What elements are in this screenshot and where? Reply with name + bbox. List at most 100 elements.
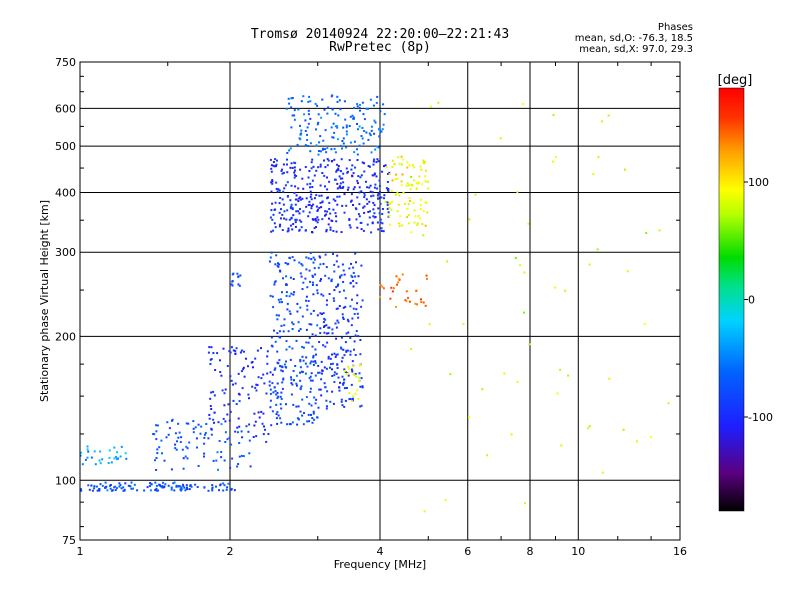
y-tick-label: 500: [55, 140, 76, 153]
data-point: [209, 397, 212, 400]
data-point: [375, 161, 378, 164]
data-point: [229, 466, 232, 469]
data-point: [300, 220, 303, 223]
data-point: [308, 420, 311, 423]
data-point: [601, 471, 604, 474]
data-point: [336, 307, 339, 310]
data-point: [401, 224, 404, 227]
data-point: [363, 118, 366, 121]
data-point: [419, 198, 422, 201]
data-point: [299, 328, 302, 331]
data-point: [339, 182, 342, 185]
data-point: [295, 210, 298, 213]
x-tick-label: 10: [571, 545, 585, 558]
data-point: [375, 101, 378, 104]
data-point: [318, 194, 321, 197]
data-point: [285, 340, 288, 343]
data-point: [275, 393, 278, 396]
data-point: [350, 168, 353, 171]
data-point: [90, 484, 93, 487]
data-point: [262, 412, 265, 415]
data-point: [368, 132, 371, 135]
data-point: [430, 105, 433, 108]
data-point: [234, 353, 237, 355]
data-point: [320, 206, 323, 209]
data-point: [115, 455, 117, 458]
data-point: [383, 165, 385, 168]
y-axis-label: Stationary phase Virtual Height [km]: [38, 200, 51, 402]
data-point: [338, 305, 341, 307]
data-point: [235, 403, 238, 405]
data-point: [339, 275, 341, 278]
data-point: [122, 486, 125, 489]
data-point: [299, 379, 302, 382]
data-point: [136, 489, 139, 492]
data-point: [184, 489, 187, 492]
data-point: [80, 451, 83, 454]
data-point: [427, 187, 430, 190]
data-point: [645, 232, 648, 234]
data-point: [175, 485, 178, 488]
data-point: [329, 400, 332, 403]
data-point: [309, 142, 312, 145]
data-point: [293, 192, 296, 194]
data-point: [372, 163, 375, 166]
data-point: [291, 328, 294, 330]
data-point: [91, 489, 94, 492]
data-point: [381, 285, 384, 288]
data-point: [331, 332, 334, 335]
data-point: [374, 148, 377, 151]
data-point: [351, 360, 354, 363]
data-point: [395, 193, 397, 196]
data-point: [334, 212, 337, 215]
data-point: [286, 171, 289, 174]
chart-subtitle: RwPretec (8p): [329, 40, 431, 55]
data-point: [405, 290, 408, 293]
data-point: [186, 457, 189, 460]
data-point: [222, 347, 225, 350]
data-point: [324, 386, 327, 389]
data-point: [334, 322, 337, 325]
data-point: [341, 140, 344, 142]
data-point: [271, 410, 274, 413]
data-point: [308, 377, 311, 380]
data-point: [356, 294, 359, 297]
data-point: [239, 274, 242, 277]
data-point: [523, 311, 525, 314]
data-point: [295, 382, 298, 385]
data-point: [346, 171, 349, 174]
data-point: [307, 300, 310, 302]
data-point: [88, 488, 91, 491]
data-point: [240, 454, 243, 457]
data-point: [283, 318, 286, 321]
data-point: [279, 395, 282, 398]
data-point: [354, 275, 357, 278]
data-point: [353, 186, 356, 189]
data-point: [357, 398, 360, 400]
data-point: [321, 369, 324, 372]
data-point: [348, 267, 351, 270]
data-point: [328, 208, 331, 210]
data-point: [304, 130, 307, 132]
data-point: [312, 293, 315, 296]
data-point: [514, 257, 517, 259]
data-point: [330, 126, 333, 129]
data-point: [397, 281, 400, 284]
data-point: [391, 166, 394, 169]
data-point: [342, 281, 345, 283]
data-point: [410, 176, 413, 178]
data-point: [289, 147, 292, 150]
data-point: [356, 123, 358, 125]
data-point: [335, 230, 338, 233]
data-point: [302, 210, 305, 213]
data-point: [338, 186, 341, 189]
data-point: [310, 198, 313, 201]
data-point: [290, 106, 293, 109]
data-point: [133, 483, 136, 486]
data-point: [155, 489, 158, 492]
data-point: [304, 144, 307, 147]
data-point: [179, 489, 182, 492]
data-point: [290, 97, 293, 100]
data-point: [332, 402, 335, 405]
data-point: [608, 377, 611, 380]
